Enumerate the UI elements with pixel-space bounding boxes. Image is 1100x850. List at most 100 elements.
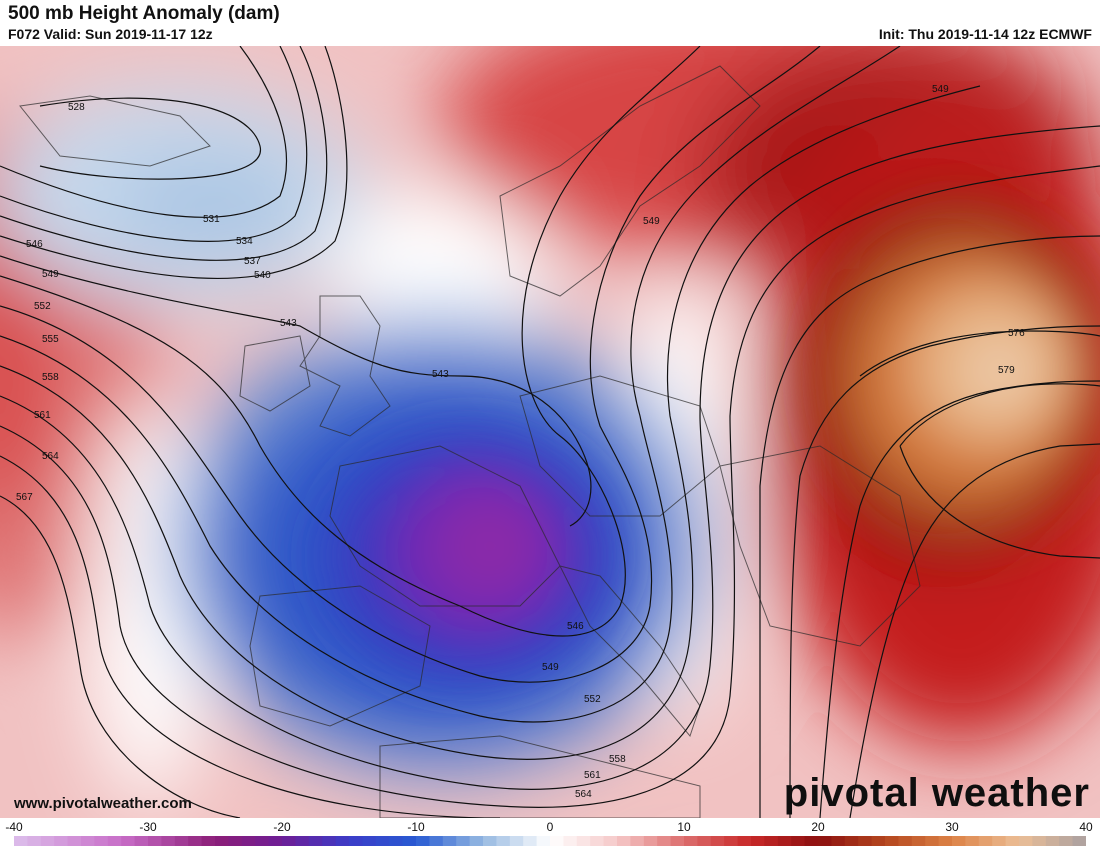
colorbar-swatch — [94, 836, 109, 846]
france — [329, 445, 561, 607]
colorbar-swatch — [858, 836, 873, 846]
colorbar-swatch — [764, 836, 779, 846]
contour-label: 546 — [567, 621, 584, 632]
colorbar-tick-label: 40 — [1079, 820, 1093, 834]
contour-540 — [0, 46, 348, 280]
colorbar-swatch — [228, 836, 243, 846]
colorbar-swatch — [751, 836, 765, 846]
contour-561 — [0, 165, 1100, 808]
colorbar-swatch — [643, 836, 658, 846]
colorbar-swatch — [804, 836, 819, 846]
colorbar-swatch — [429, 836, 444, 846]
website-url: www.pivotalweather.com — [14, 795, 192, 812]
colorbar-swatch — [978, 836, 993, 846]
contour-564 — [0, 235, 1100, 818]
colorbar-swatch — [375, 836, 390, 846]
contour-576 — [859, 330, 1100, 377]
colorbar-swatch — [389, 836, 404, 846]
contour-label: 543 — [432, 369, 449, 380]
colorbar-swatch — [925, 836, 940, 846]
contour-546 — [0, 46, 701, 637]
colorbar-swatch — [710, 836, 725, 846]
colorbar-tick-label: 30 — [945, 820, 959, 834]
contour-label: 531 — [203, 214, 220, 225]
colorbar-scale — [14, 836, 1086, 846]
contour-label: 549 — [42, 269, 59, 280]
colorbar-swatch — [844, 836, 859, 846]
colorbar-swatch — [938, 836, 953, 846]
colorbar-swatch — [14, 836, 28, 846]
colorbar-swatch — [349, 836, 363, 846]
height-contours — [0, 46, 1100, 818]
anomaly-map: 528 531 534 537 540 546 549 552 555 558 … — [0, 46, 1100, 818]
colorbar-swatch — [121, 836, 136, 846]
colorbar-swatch — [1005, 836, 1020, 846]
colorbar-swatch — [697, 836, 712, 846]
contour-573 — [849, 443, 1100, 818]
contour-534 — [0, 46, 308, 242]
colorbar-swatch — [576, 836, 591, 846]
colorbar-swatch — [617, 836, 631, 846]
colorbar-swatch — [54, 836, 69, 846]
ireland — [239, 335, 311, 412]
colorbar-swatch — [509, 836, 524, 846]
colorbar-tick-label: -40 — [5, 820, 23, 834]
colorbar-swatch — [684, 836, 698, 846]
map-header: 500 mb Height Anomaly (dam) F072 Valid: … — [0, 0, 1100, 46]
contour-label: 549 — [643, 216, 660, 227]
colorbar-swatch — [670, 836, 685, 846]
colorbar-swatch — [308, 836, 323, 846]
contour-label: 567 — [16, 492, 33, 503]
colorbar-swatch — [1045, 836, 1060, 846]
colorbar-swatch — [1072, 836, 1086, 846]
north-africa — [379, 735, 701, 818]
contour-label: 555 — [42, 334, 59, 345]
colorbar-swatch — [40, 836, 55, 846]
contour-label: 528 — [68, 102, 85, 113]
contour-label: 549 — [542, 662, 559, 673]
colorbar-swatch — [268, 836, 283, 846]
colorbar-swatch — [737, 836, 752, 846]
colorbar-swatch — [148, 836, 162, 846]
brand-logo: pivotal weather — [783, 771, 1090, 815]
colorbar-swatch — [871, 836, 886, 846]
contour-label: 537 — [244, 256, 261, 267]
colorbar-swatch — [201, 836, 216, 846]
map-title: 500 mb Height Anomaly (dam) — [8, 3, 280, 24]
contour-label: 546 — [26, 239, 43, 250]
central-europe — [519, 375, 721, 517]
contour-label: 558 — [609, 754, 626, 765]
colorbar-swatch — [911, 836, 926, 846]
anomaly-cores — [330, 206, 1100, 676]
colorbar-swatch — [81, 836, 95, 846]
colorbar-tick-label: -10 — [407, 820, 425, 834]
colorbar-swatch — [402, 836, 417, 846]
contour-label: 549 — [932, 84, 949, 95]
colorbar-swatch — [630, 836, 645, 846]
contour-531 — [0, 46, 288, 218]
colorbar-swatch — [107, 836, 122, 846]
colorbar-swatch — [777, 836, 792, 846]
colorbar-swatch — [456, 836, 471, 846]
great-britain — [299, 295, 391, 437]
colorbar-swatch — [550, 836, 564, 846]
coastlines — [19, 65, 921, 818]
contour-552 — [0, 46, 901, 723]
colorbar-swatch — [1032, 836, 1047, 846]
colorbar-swatch — [442, 836, 457, 846]
contour-555 — [0, 85, 981, 760]
colorbar-swatch — [831, 836, 846, 846]
contour-label: 561 — [34, 410, 51, 421]
colorbar-swatch — [992, 836, 1007, 846]
contour-label: 579 — [998, 365, 1015, 376]
colorbar-swatch — [282, 836, 296, 846]
colorbar-swatch — [27, 836, 42, 846]
contour-label: 543 — [280, 318, 297, 329]
colorbar-swatch — [603, 836, 618, 846]
colorbar-swatch — [965, 836, 980, 846]
italy — [559, 565, 701, 738]
colorbar-swatch — [590, 836, 605, 846]
colorbar-swatch — [174, 836, 189, 846]
contour-label: 564 — [42, 451, 59, 462]
colorbar-swatch — [1019, 836, 1033, 846]
